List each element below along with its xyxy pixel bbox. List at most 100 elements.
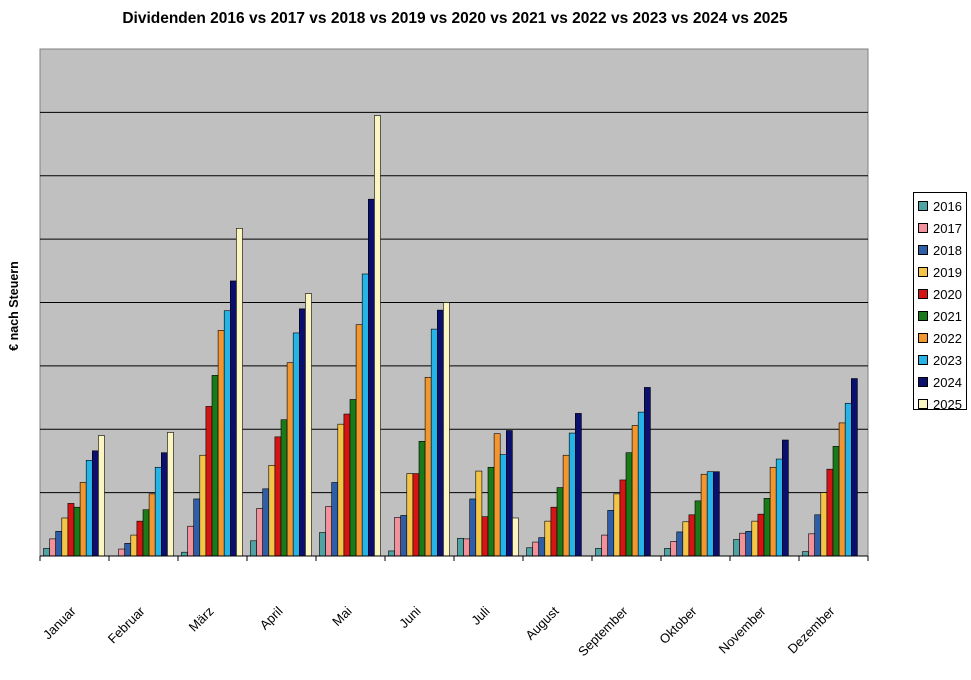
x-tick-label: Juni xyxy=(396,603,424,631)
bar-2017-februar xyxy=(118,548,125,557)
bar-2022-juli xyxy=(493,433,501,557)
legend-swatch xyxy=(918,245,928,255)
bar-2022-september xyxy=(631,425,639,557)
bar-2021-mai xyxy=(349,399,357,557)
bar-2016-august xyxy=(526,547,533,557)
bar-2021-februar xyxy=(142,509,150,557)
bar-2024-februar xyxy=(161,452,168,557)
bar-2024-juli xyxy=(505,430,513,557)
bar-2019-august xyxy=(544,520,552,557)
x-tick-label: Juli xyxy=(468,603,492,627)
bar-2023-juli xyxy=(499,454,507,557)
legend-swatch xyxy=(918,201,928,211)
legend-item: 2022 xyxy=(914,327,966,349)
x-tick-label: Dezember xyxy=(785,603,838,656)
bar-2018-april xyxy=(262,488,270,557)
bar-2022-oktober xyxy=(700,473,708,557)
bar-2025-januar xyxy=(98,435,105,557)
bar-2020-juni xyxy=(412,473,420,557)
bar-2023-april xyxy=(292,332,300,557)
bar-2025-mai xyxy=(374,115,381,557)
x-tick-label: September xyxy=(575,603,631,659)
bar-2020-mai xyxy=(343,413,351,557)
bar-2016-oktober xyxy=(664,548,671,557)
bar-2017-juni xyxy=(394,517,402,557)
bar-2022-januar xyxy=(79,482,87,557)
bar-2021-oktober xyxy=(694,500,702,557)
legend-swatch xyxy=(918,289,928,299)
bar-2021-dezember xyxy=(832,446,840,557)
bar-2023-mai xyxy=(361,273,369,557)
bar-2020-august xyxy=(550,506,558,557)
legend-swatch xyxy=(918,355,928,365)
bar-2016-märz xyxy=(181,551,188,557)
bar-2019-märz xyxy=(199,454,207,557)
bar-2021-juni xyxy=(418,440,426,557)
bar-2017-dezember xyxy=(808,533,815,557)
bar-2025-märz xyxy=(236,228,243,557)
bar-2018-februar xyxy=(124,543,132,557)
bar-2023-oktober xyxy=(706,471,714,557)
bar-2024-januar xyxy=(92,450,99,557)
chart-legend: 2016 2017 2018 2019 2020 2021 2022 2023 2024 2025 xyxy=(913,192,967,412)
bar-2024-märz xyxy=(230,280,237,557)
bar-2018-juni xyxy=(400,515,408,557)
x-tick-label: Februar xyxy=(105,603,148,646)
bar-2016-juni xyxy=(388,550,395,557)
bar-2019-februar xyxy=(130,534,138,557)
legend-item: 2016 xyxy=(914,195,966,217)
bar-2018-januar xyxy=(55,530,63,557)
legend-item: 2018 xyxy=(914,239,966,261)
bar-2025-april xyxy=(305,293,312,557)
bar-2017-april xyxy=(256,508,264,557)
bar-2018-märz xyxy=(193,498,201,557)
bar-2020-juli xyxy=(481,516,489,557)
bar-2018-juli xyxy=(469,498,477,557)
bar-2024-september xyxy=(643,387,651,557)
legend-item: 2023 xyxy=(914,349,966,371)
legend-label: 2019 xyxy=(933,264,962,280)
legend-label: 2021 xyxy=(933,308,962,324)
bar-2020-februar xyxy=(136,520,144,557)
bar-2017-august xyxy=(532,541,539,557)
bar-2021-januar xyxy=(73,506,81,557)
x-tick-label: Januar xyxy=(40,603,79,642)
bar-2016-september xyxy=(595,548,602,557)
legend-label: 2018 xyxy=(933,242,962,258)
bar-2023-januar xyxy=(85,460,93,557)
legend-swatch xyxy=(918,311,928,321)
legend-label: 2016 xyxy=(933,198,962,214)
bar-2016-april xyxy=(250,540,257,557)
bar-2018-august xyxy=(538,537,546,557)
bar-2019-mai xyxy=(337,423,345,557)
bar-2024-november xyxy=(781,439,789,557)
bar-2025-februar xyxy=(167,432,174,557)
legend-item: 2021 xyxy=(914,305,966,327)
bar-2017-märz xyxy=(187,525,195,557)
bar-2018-november xyxy=(745,530,753,557)
bar-2024-august xyxy=(574,413,582,557)
bar-2019-januar xyxy=(61,517,69,557)
bar-2018-september xyxy=(607,510,615,557)
bar-2020-april xyxy=(274,436,282,557)
bar-2023-dezember xyxy=(844,402,852,557)
bar-2020-märz xyxy=(205,406,213,557)
bar-2024-juni xyxy=(436,309,444,557)
bar-2023-juni xyxy=(430,328,438,557)
bar-2024-dezember xyxy=(850,378,858,557)
legend-label: 2024 xyxy=(933,374,962,390)
x-tick-label: November xyxy=(716,603,769,656)
bar-2019-dezember xyxy=(820,492,828,557)
bar-2017-oktober xyxy=(670,541,677,557)
legend-item: 2019 xyxy=(914,261,966,283)
x-tick-label: März xyxy=(186,604,217,635)
legend-label: 2017 xyxy=(933,220,962,236)
bar-2025-juli xyxy=(512,517,519,557)
bar-2016-dezember xyxy=(802,551,809,557)
legend-swatch xyxy=(918,223,928,233)
bar-2024-april xyxy=(298,308,306,557)
bar-2018-dezember xyxy=(814,514,822,557)
bar-2020-november xyxy=(757,513,765,557)
chart-title: Dividenden 2016 vs 2017 vs 2018 vs 2019 … xyxy=(122,10,788,27)
